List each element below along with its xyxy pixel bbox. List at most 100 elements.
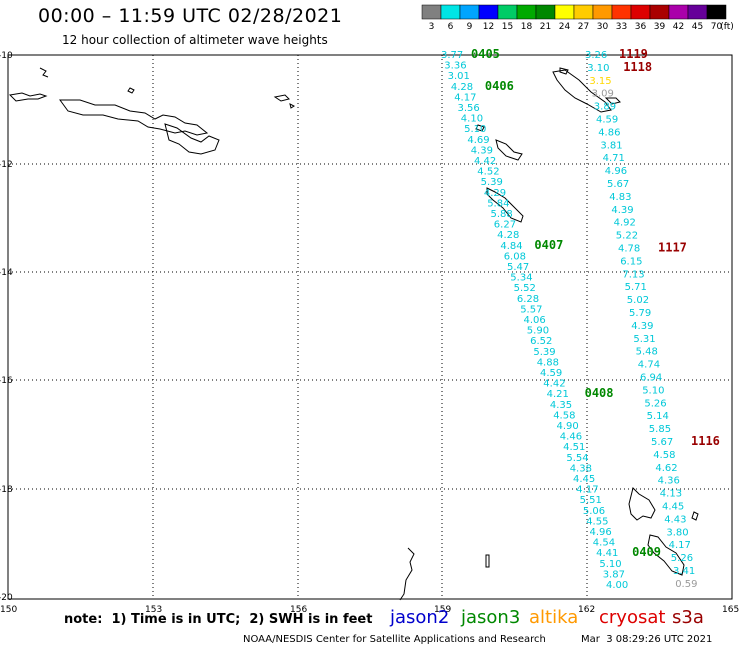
wave-height-a-20: 5.47 — [507, 262, 529, 273]
wave-height-a-5: 3.56 — [458, 103, 480, 114]
wave-height-a-26: 5.90 — [527, 326, 549, 337]
wave-height-b-32: 4.62 — [655, 463, 677, 474]
coastline-new-caledonia — [628, 487, 656, 521]
lat-label-12: -12 — [0, 160, 13, 170]
wave-height-b-19: 5.02 — [627, 295, 649, 306]
wave-height-b-0: 3.26 — [585, 50, 607, 61]
jason3-track-values: 3.773.363.014.284.173.564.105.104.694.39… — [441, 50, 628, 591]
wave-height-b-11: 4.83 — [609, 192, 631, 203]
wave-height-a-19: 6.08 — [504, 251, 526, 262]
wave-height-a-0: 3.77 — [441, 50, 463, 61]
wave-height-a-8: 4.69 — [467, 135, 489, 146]
legend-swatches — [421, 4, 727, 20]
wave-height-b-1: 3.10 — [587, 63, 609, 74]
wave-height-b-36: 4.43 — [664, 514, 686, 525]
wave-height-a-45: 4.96 — [590, 527, 612, 538]
wave-height-a-23: 6.28 — [517, 294, 539, 305]
wave-height-a-10: 4.42 — [474, 156, 496, 167]
wave-height-b-35: 4.45 — [662, 502, 684, 513]
wave-height-a-27: 6.52 — [530, 336, 552, 347]
lat-label-14: -14 — [0, 268, 13, 278]
wave-height-b-8: 4.71 — [603, 153, 625, 164]
wave-height-a-50: 4.00 — [606, 580, 628, 591]
legend-value-33: 33 — [615, 22, 628, 32]
lon-label-165: 165 — [722, 605, 739, 615]
wave-height-a-2: 3.01 — [448, 71, 470, 82]
wave-height-b-41: 0.59 — [675, 579, 697, 590]
wave-height-a-11: 4.52 — [477, 167, 499, 178]
wave-height-b-17: 7.13 — [622, 269, 644, 280]
wave-height-a-14: 5.84 — [487, 198, 509, 209]
coastline-new-britain-tip — [164, 123, 220, 155]
pass-label-0407: 0407 — [534, 238, 563, 252]
wave-height-a-40: 4.45 — [573, 474, 595, 485]
map-title: 00:00 – 11:59 UTC 02/28/2021 — [38, 5, 343, 27]
coastline-new-britain-west — [8, 67, 49, 102]
wave-height-a-24: 5.57 — [520, 304, 542, 315]
legend-value-9: 9 — [466, 22, 473, 32]
wave-height-b-26: 5.10 — [642, 385, 664, 396]
coastlines — [8, 67, 699, 601]
credit-line: NOAA/NESDIS Center for Satellite Applica… — [243, 634, 546, 645]
wave-height-b-21: 4.39 — [631, 321, 653, 332]
legend-value-30: 30 — [596, 22, 609, 32]
lon-label-150: 150 — [0, 605, 17, 615]
generation-timestamp: Mar 3 08:29:26 UTC 2021 — [581, 634, 713, 645]
wave-height-a-9: 4.39 — [471, 145, 493, 156]
satellite-label-cryosat: cryosat — [599, 607, 666, 628]
lat-label-10: -10 — [0, 51, 13, 61]
wave-height-a-12: 5.39 — [481, 177, 503, 188]
wave-height-b-6: 4.86 — [598, 127, 620, 138]
satellite-label-s3a: s3a — [672, 607, 704, 628]
wave-height-a-16: 6.27 — [494, 220, 516, 231]
wave-height-a-41: 4.17 — [576, 485, 598, 496]
legend-value-15: 15 — [501, 22, 514, 32]
pass-label-1116: 1116 — [691, 434, 720, 448]
wave-height-a-32: 4.21 — [547, 389, 569, 400]
legend-value-70: 70 — [710, 22, 723, 32]
lon-label-153: 153 — [145, 605, 162, 615]
legend-value-24: 24 — [558, 22, 571, 32]
wave-height-a-34: 4.58 — [553, 410, 575, 421]
wave-height-a-13: 4.29 — [484, 188, 506, 199]
wave-height-b-28: 5.14 — [647, 411, 669, 422]
coastline-islet-4 — [691, 511, 699, 521]
wave-height-a-21: 5.34 — [510, 273, 532, 284]
wave-height-b-40: 3.41 — [673, 566, 695, 577]
wave-height-b-9: 4.96 — [605, 166, 627, 177]
coastline-islet-2 — [273, 94, 295, 109]
footer-note: note: 1) Time is in UTC; 2) SWH is in fe… — [64, 612, 373, 627]
cryosat-track-values: 3.26 3.10 3.15 3.09 3.89 4.594.86 3.81 4.71 4.96… — [585, 50, 697, 590]
wave-height-b-22: 5.31 — [633, 334, 655, 345]
wave-height-a-37: 4.51 — [563, 442, 585, 453]
wave-height-b-4: 3.89 — [594, 102, 616, 113]
lon-label-162: 162 — [578, 605, 595, 615]
legend-value-21: 21 — [539, 22, 552, 32]
wave-height-b-30: 5.67 — [651, 437, 673, 448]
pass-label-1119: 1119 — [619, 47, 648, 61]
wave-height-b-29: 5.85 — [649, 424, 671, 435]
wave-height-b-20: 5.79 — [629, 308, 651, 319]
legend-unit-label: (ft) — [720, 22, 734, 32]
wave-height-a-44: 4.55 — [586, 516, 608, 527]
wave-height-b-37: 3.80 — [666, 527, 688, 538]
wave-height-a-3: 4.28 — [451, 82, 473, 93]
wave-height-a-42: 5.51 — [580, 495, 602, 506]
wave-height-b-10: 5.67 — [607, 179, 629, 190]
legend-value-27: 27 — [577, 22, 590, 32]
coastline-bougainville — [552, 69, 612, 113]
wave-height-a-47: 4.41 — [596, 548, 618, 559]
map-subtitle: 12 hour collection of altimeter wave hei… — [62, 33, 328, 47]
lon-label-156: 156 — [290, 605, 307, 615]
wave-height-a-15: 5.88 — [491, 209, 513, 220]
wave-height-a-22: 5.52 — [514, 283, 536, 294]
lat-label-20: -20 — [0, 593, 13, 603]
wave-height-a-36: 4.46 — [560, 432, 582, 443]
coastline-new-caledonia-2 — [647, 534, 685, 576]
wave-height-a-7: 5.10 — [464, 124, 486, 135]
coastline-new-britain-east — [59, 99, 209, 136]
lat-label-18: -18 — [0, 485, 13, 495]
legend-value-6: 6 — [447, 22, 454, 32]
